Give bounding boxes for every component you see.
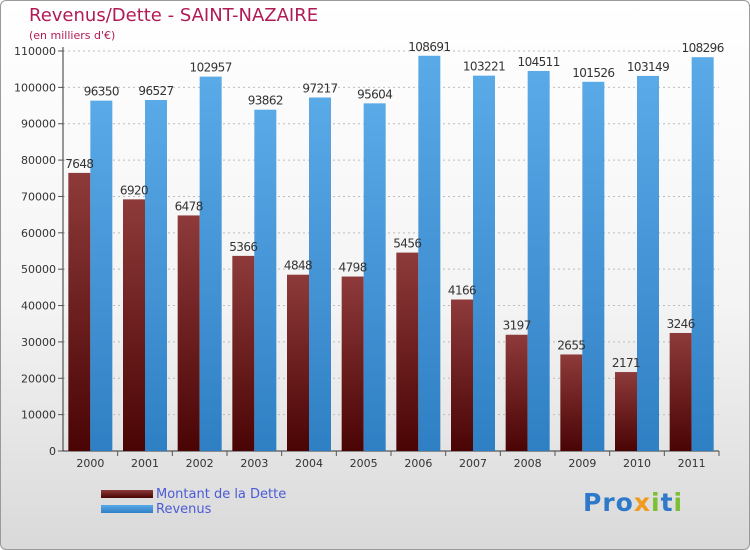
data-label-dette: 5366 [229,240,257,254]
bar-dette [287,274,309,451]
legend-swatch-revenus [101,505,153,513]
bar-dette [505,334,528,451]
data-label-dette: 4848 [284,259,312,273]
data-label-dette: 4798 [339,261,367,275]
bar-dette [560,354,583,451]
data-label-revenus: 93862 [248,94,283,108]
data-label-dette: 6920 [120,183,148,197]
bar-revenus [637,75,659,452]
bar-revenus [582,81,605,451]
data-label-revenus: 104511 [518,55,560,69]
y-tick-label: 40000 [21,300,56,313]
bar-dette [615,372,637,451]
x-tick-label: 2008 [514,457,542,470]
bar-revenus [254,109,277,451]
data-label-dette: 5456 [393,237,421,251]
y-tick-label: 90000 [21,118,56,131]
bar-dette [451,299,473,451]
x-tick-label: 2011 [678,457,706,470]
y-tick-label: 70000 [21,190,56,203]
x-tick-label: 2003 [240,457,268,470]
y-tick-label: 20000 [21,372,56,385]
proxiti-logo: Proxiti [583,488,684,517]
legend-label-revenus: Revenus [156,502,212,517]
x-tick-label: 2010 [623,457,651,470]
bar-revenus [90,100,113,452]
bar-dette [232,255,255,451]
data-label-dette: 3246 [667,317,695,331]
bar-dette [341,276,364,451]
bar-revenus [527,70,550,452]
data-label-revenus: 108691 [408,40,450,54]
y-tick-label: 100000 [14,81,56,94]
bar-dette [177,215,200,451]
y-tick-label: 50000 [21,263,56,276]
bar-revenus [145,99,167,451]
data-label-dette: 2655 [557,338,585,352]
y-tick-label: 110000 [14,45,56,58]
x-tick-label: 2009 [568,457,596,470]
x-tick-label: 2007 [459,457,487,470]
y-tick-label: 10000 [21,409,56,422]
data-label-revenus: 97217 [302,81,337,95]
x-tick-label: 2005 [350,457,378,470]
data-label-dette: 3197 [503,319,531,333]
bar-revenus [309,97,331,451]
data-label-dette: 6478 [175,199,203,213]
data-label-revenus: 101526 [572,66,614,80]
data-label-revenus: 108296 [682,41,724,55]
y-tick-label: 0 [49,445,56,458]
data-label-revenus: 102957 [190,61,232,75]
data-label-dette: 7648 [65,157,93,171]
bar-revenus [473,75,495,451]
data-label-revenus: 96527 [138,84,173,98]
x-tick-label: 2004 [295,457,323,470]
data-label-revenus: 103149 [627,60,669,74]
y-tick-label: 30000 [21,336,56,349]
bar-revenus [418,55,441,451]
chart-title: Revenus/Dette - SAINT-NAZAIRE [29,5,319,26]
bar-revenus [363,103,386,451]
data-label-dette: 2171 [612,356,640,370]
data-label-revenus: 96350 [84,85,119,99]
data-label-revenus: 103221 [463,60,505,74]
y-tick-label: 80000 [21,154,56,167]
legend-label-debt: Montant de la Dette [156,487,287,502]
y-tick-label: 60000 [21,227,56,240]
bar-dette [68,172,91,451]
bar-dette [123,199,145,451]
legend-swatch-debt [101,490,153,498]
x-tick-label: 2000 [76,457,104,470]
x-tick-label: 2006 [404,457,432,470]
data-label-dette: 4166 [448,284,476,298]
x-tick-label: 2002 [186,457,214,470]
x-tick-label: 2001 [131,457,159,470]
data-label-revenus: 95604 [357,87,392,101]
bar-revenus [199,76,222,452]
bar-revenus [691,57,714,452]
bar-dette [669,332,692,451]
bar-dette [396,252,419,451]
chart-subtitle: (en milliers d'€) [29,29,116,42]
